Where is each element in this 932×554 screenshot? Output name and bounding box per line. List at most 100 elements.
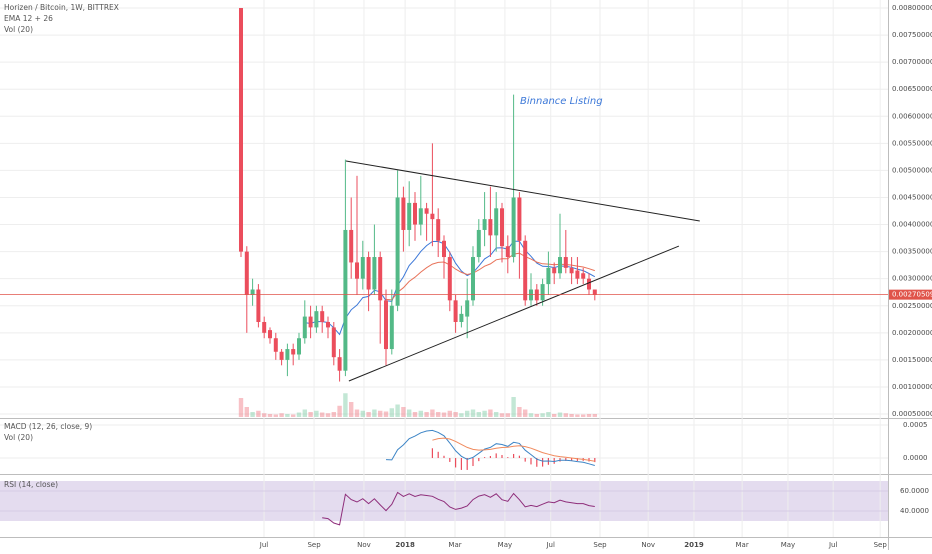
candle-body xyxy=(424,208,429,214)
volume-bar xyxy=(569,414,574,417)
candle-body xyxy=(569,267,574,274)
candle-body xyxy=(331,327,336,358)
candle-body xyxy=(395,197,400,306)
candle-body xyxy=(563,257,568,268)
macd-histogram xyxy=(460,458,463,470)
volume-bar xyxy=(563,413,569,417)
x-tick-label: Sep xyxy=(874,541,888,549)
candle-body xyxy=(372,257,377,290)
candle-body xyxy=(401,197,406,230)
candle-body xyxy=(465,300,470,317)
volume-bar xyxy=(273,414,278,417)
candle-body xyxy=(546,267,551,285)
y-tick-label: 0.0005 xyxy=(903,421,928,429)
x-tick-label: 2018 xyxy=(395,541,415,549)
volume-bar xyxy=(575,414,580,417)
candle-body xyxy=(505,246,510,258)
candle-body xyxy=(418,208,423,225)
x-tick-label: Jul xyxy=(545,541,555,549)
rsi-line xyxy=(322,491,595,526)
candle-body xyxy=(447,257,452,301)
volume-bar xyxy=(244,407,249,417)
x-tick-label: Sep xyxy=(593,541,607,549)
y-tick-label: 0.00400000 xyxy=(892,221,932,229)
y-tick-label: 40.0000 xyxy=(900,507,929,515)
volume-bar xyxy=(465,410,470,417)
candle-body xyxy=(354,262,359,279)
candle-body xyxy=(285,349,290,360)
trendline xyxy=(348,245,680,382)
x-tick-label: Jul xyxy=(259,541,269,549)
volume-bar xyxy=(279,413,284,417)
candle-body xyxy=(389,305,394,350)
y-tick-label: 0.00350000 xyxy=(892,248,932,256)
volume-bar xyxy=(482,410,487,417)
macd-histogram xyxy=(594,458,596,463)
macd-histogram xyxy=(542,458,544,467)
candle-body xyxy=(262,321,267,333)
macd-histogram xyxy=(524,458,526,462)
candle-body xyxy=(558,257,563,274)
macd-histogram xyxy=(536,458,538,467)
volume-bar xyxy=(261,413,267,417)
volume-bar xyxy=(389,408,394,417)
candle-body xyxy=(511,197,516,258)
candle-body xyxy=(407,202,412,230)
volume-bar xyxy=(238,398,244,417)
x-tick-label: Nov xyxy=(357,541,371,549)
macd-histogram xyxy=(588,458,590,462)
volume-bar xyxy=(459,413,464,417)
candle-body xyxy=(430,213,435,220)
y-tick-label: 0.00550000 xyxy=(892,139,932,147)
volume-bar xyxy=(499,413,505,417)
macd-histogram xyxy=(449,458,451,462)
volume-bar xyxy=(534,414,540,417)
macd-histogram xyxy=(489,456,492,459)
candle-body xyxy=(540,284,545,301)
y-tick-label: 0.00750000 xyxy=(892,31,932,39)
y-tick-label: 0.00100000 xyxy=(892,383,932,391)
candle-body xyxy=(378,257,383,301)
volume-bar xyxy=(290,414,296,417)
volume-bar xyxy=(267,414,273,417)
candle-body xyxy=(453,300,458,322)
volume-bar xyxy=(586,414,592,417)
candle-body xyxy=(500,208,505,247)
candle-body xyxy=(592,289,597,295)
macd-histogram xyxy=(571,458,573,461)
volume-bar xyxy=(476,412,482,417)
pane-title: MACD (12, 26, close, 9) xyxy=(4,422,92,431)
volume-bar xyxy=(372,409,377,417)
last-price-label: 0.00270509 xyxy=(892,291,932,299)
candle-body xyxy=(337,357,342,371)
candle-body xyxy=(476,229,481,258)
volume-bar xyxy=(557,412,563,417)
volume-bar xyxy=(308,412,313,417)
y-tick-label: 0.00200000 xyxy=(892,329,932,337)
volume-bar xyxy=(337,405,342,417)
volume-bar xyxy=(296,412,302,417)
candle-body xyxy=(308,316,313,328)
candle-body xyxy=(291,349,296,355)
x-tick-label: Mar xyxy=(736,541,749,549)
candle-body xyxy=(575,270,580,279)
volume-bar xyxy=(401,407,406,417)
volume-bar xyxy=(256,410,261,417)
candle-body xyxy=(482,219,487,230)
macd-histogram xyxy=(530,458,532,465)
macd-line xyxy=(385,429,595,466)
macd-histogram xyxy=(437,451,439,459)
volume-bar xyxy=(360,410,365,417)
candle-body xyxy=(296,338,301,355)
volume-bar xyxy=(424,412,429,417)
candle-body xyxy=(488,219,493,236)
y-tick-label: 0.00650000 xyxy=(892,85,932,93)
pane-title: RSI (14, close) xyxy=(4,480,58,489)
candle-body xyxy=(523,240,528,301)
volume-bar xyxy=(523,409,528,417)
macd-histogram xyxy=(495,453,497,459)
candle-body xyxy=(383,300,388,350)
y-tick-label: 0.00450000 xyxy=(892,193,932,201)
macd-histogram xyxy=(443,455,445,459)
candle-body xyxy=(267,330,272,339)
